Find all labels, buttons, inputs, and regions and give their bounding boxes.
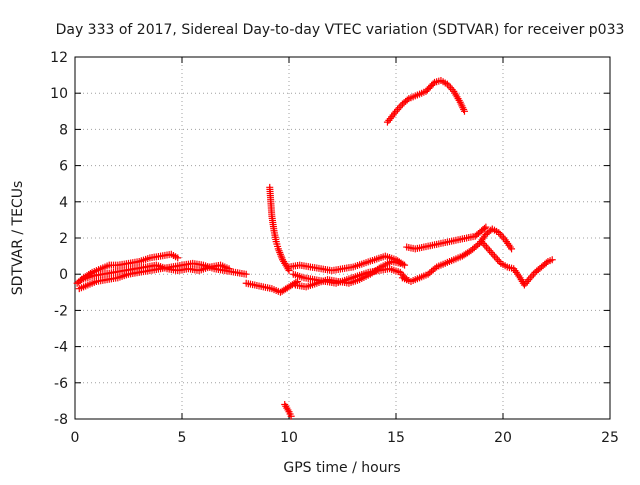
series-track-h (291, 258, 404, 291)
trace-marker (489, 250, 497, 258)
grid (75, 57, 610, 419)
data-point (548, 256, 556, 264)
trace-marker (474, 241, 482, 249)
x-tick-label: 15 (387, 430, 405, 446)
data-point (242, 270, 250, 278)
series-track-c (77, 261, 233, 284)
series-track-k (478, 238, 556, 289)
trace-marker (528, 272, 536, 280)
trace-marker (397, 102, 405, 110)
x-tick-label: 0 (71, 430, 80, 446)
y-tick-label: 0 (59, 267, 68, 283)
data-point (225, 265, 233, 273)
data-point (396, 259, 404, 267)
x-tick-label: 10 (280, 430, 298, 446)
chart-title: Day 333 of 2017, Sidereal Day-to-day VTE… (56, 22, 625, 38)
ticks: 0 5 10 15 20 25 -8 -6 -4 -2 0 2 4 6 8 10 12 (50, 50, 619, 446)
x-tick-label: 20 (494, 430, 512, 446)
trace-marker (482, 243, 490, 251)
y-tick-label: -4 (54, 340, 68, 356)
trace-marker (487, 248, 495, 256)
x-tick-label: 5 (178, 430, 187, 446)
data-point (484, 245, 492, 253)
series-track-i (398, 225, 516, 285)
trace-marker (494, 256, 502, 264)
data-point (460, 107, 468, 115)
x-axis-label: GPS time / hours (283, 460, 400, 476)
trace-marker (403, 96, 411, 104)
trace-marker (542, 259, 550, 267)
y-tick-label: 12 (50, 50, 68, 66)
data-point (490, 252, 498, 260)
y-tick-label: 4 (59, 195, 68, 211)
y-tick-label: -2 (54, 303, 68, 319)
trace-marker (492, 254, 500, 262)
data-point (174, 254, 182, 262)
trace-marker (498, 232, 506, 240)
trace-marker (429, 80, 437, 88)
series-track-d (242, 277, 302, 296)
data-points (73, 77, 556, 420)
series-track-m (281, 401, 295, 420)
trace-marker (395, 104, 403, 112)
trace-marker (529, 270, 537, 278)
series-track-e (266, 183, 293, 275)
trace-marker (447, 84, 455, 92)
y-tick-label: 8 (59, 122, 68, 138)
y-axis-label: SDTVAR / TECUs (10, 181, 26, 296)
series-track-f (285, 252, 409, 275)
y-tick-label: -8 (54, 412, 68, 428)
trace-marker (486, 247, 494, 255)
y-tick-label: 2 (59, 231, 68, 247)
data-point (508, 245, 516, 253)
series-track-l (383, 77, 468, 126)
trace-marker (480, 224, 488, 232)
y-tick-label: 10 (50, 86, 68, 102)
y-tick-label: 6 (59, 159, 68, 175)
data-point (287, 412, 295, 420)
trace-marker (431, 264, 439, 272)
data-point (401, 261, 409, 269)
data-point (482, 223, 490, 231)
x-tick-label: 25 (601, 430, 619, 446)
series-track-a (73, 250, 182, 287)
series-track-j (403, 223, 490, 253)
y-tick-label: -6 (54, 376, 68, 392)
